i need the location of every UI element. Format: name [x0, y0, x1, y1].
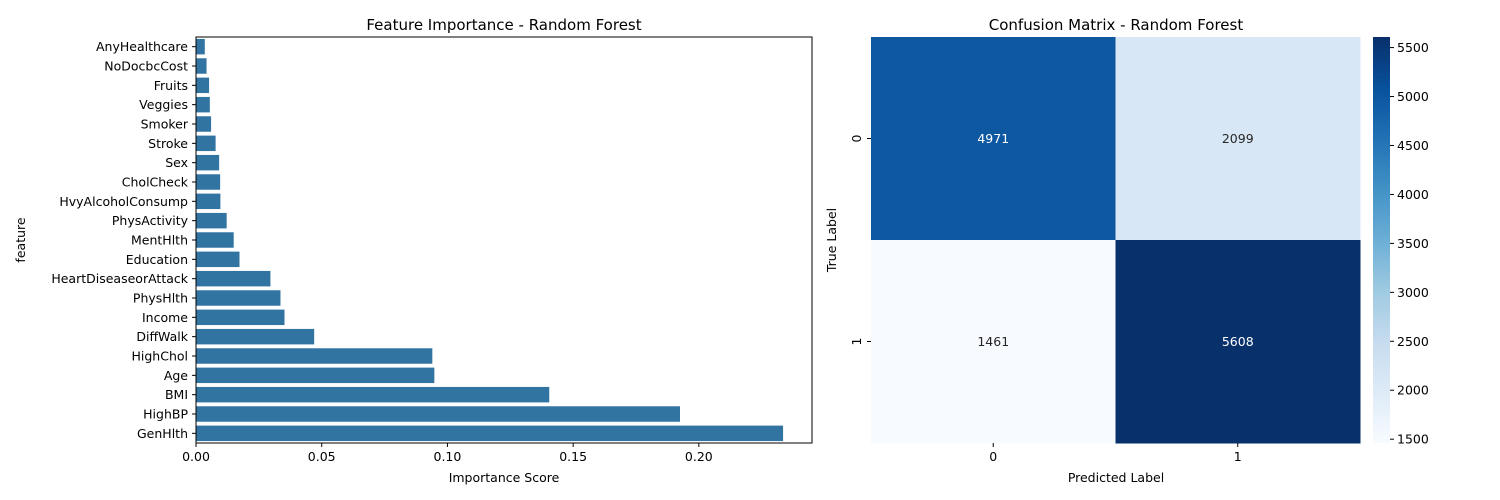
cell-value-label: 4971: [977, 131, 1009, 146]
bar-chart-ylabel: feature: [13, 217, 28, 262]
colorbar-tick-label: 1500: [1397, 432, 1429, 447]
bar-chart-xlabel: Importance Score: [449, 470, 560, 485]
x-tick-label: 0.20: [685, 449, 713, 464]
y-tick-label: 0: [849, 134, 864, 142]
colorbar-tick-label: 2000: [1397, 383, 1429, 398]
feature-importance-chart: Feature Importance - Random Forest AnyHe…: [13, 16, 813, 485]
feature-bar: [196, 328, 315, 345]
colorbar-tick-label: 3500: [1397, 236, 1429, 251]
y-tick-label: Smoker: [141, 117, 189, 132]
feature-bar: [196, 425, 784, 442]
y-tick-label: Stroke: [148, 136, 188, 151]
colorbar-tick-label: 4000: [1397, 187, 1429, 202]
heatmap-cell: [871, 37, 1116, 241]
feature-bar: [196, 135, 216, 152]
y-tick-label: Education: [126, 252, 188, 267]
feature-bar: [196, 212, 227, 229]
x-tick-label: 0.10: [434, 449, 462, 464]
heatmap-ylabel: True Label: [824, 208, 839, 273]
feature-bar: [196, 251, 240, 268]
y-tick-label: AnyHealthcare: [96, 39, 188, 54]
y-tick-label: CholCheck: [122, 175, 189, 190]
bar-chart-title: Feature Importance - Random Forest: [366, 16, 641, 34]
feature-bar: [196, 386, 550, 403]
x-tick-label: 0.15: [559, 449, 587, 464]
feature-bar: [196, 367, 435, 384]
heatmap-cells: 4971 2099 1461 5608 0 1 0 1: [849, 37, 1361, 464]
colorbar-tick-label: 5500: [1397, 40, 1429, 55]
feature-bar: [196, 232, 234, 248]
feature-bar: [196, 116, 212, 132]
heatmap-cell: [1115, 37, 1361, 241]
colorbar: [1373, 37, 1390, 443]
feature-bar: [196, 348, 433, 364]
feature-bar: [196, 270, 271, 287]
y-tick-label: Veggies: [139, 97, 188, 112]
x-tick-label: 0.05: [308, 449, 336, 464]
colorbar-tick-label: 3000: [1397, 285, 1429, 300]
y-tick-label: DiffWalk: [136, 329, 188, 344]
y-tick-label: HvyAlcoholConsump: [59, 194, 188, 209]
feature-bar: [196, 154, 220, 171]
x-tick-label: 1: [1234, 449, 1242, 464]
y-tick-label: HighChol: [131, 349, 188, 364]
x-tick-label: 0.00: [182, 449, 210, 464]
y-tick-label: PhysActivity: [112, 213, 189, 228]
heatmap-title: Confusion Matrix - Random Forest: [989, 16, 1244, 34]
y-tick-label: Income: [142, 310, 188, 325]
y-tick-label: GenHlth: [137, 426, 188, 441]
feature-bar: [196, 38, 205, 55]
y-tick-label: 1: [849, 338, 864, 346]
feature-bar: [196, 174, 221, 190]
y-tick-label: HighBP: [143, 407, 188, 422]
feature-bar: [196, 193, 221, 210]
colorbar-tick-label: 5000: [1397, 89, 1429, 104]
x-tick-label: 0: [989, 449, 997, 464]
y-tick-label: Age: [164, 368, 188, 383]
cell-value-label: 5608: [1222, 334, 1254, 349]
y-tick-label: Fruits: [154, 78, 188, 93]
feature-bar: [196, 96, 210, 113]
colorbar-ticks: 1500 2000 2500 3000 3500 4000 4500 5000 5500: [1390, 40, 1429, 447]
feature-bar: [196, 309, 285, 326]
y-tick-label: BMI: [165, 387, 188, 402]
feature-bar: [196, 290, 281, 306]
heatmap-xlabel: Predicted Label: [1068, 470, 1164, 485]
bar-plot-area: AnyHealthcare NoDocbcCost Fruits Veggies Smo…: [51, 38, 784, 464]
feature-bar: [196, 77, 210, 94]
y-tick-label: HeartDiseaseorAttack: [51, 271, 188, 286]
bar-plot-frame: [195, 36, 813, 444]
y-tick-label: MentHlth: [131, 233, 188, 248]
heatmap-cell: [1115, 240, 1361, 444]
cell-value-label: 1461: [977, 334, 1009, 349]
cell-value-label: 2099: [1222, 131, 1254, 146]
y-tick-label: PhysHlth: [133, 291, 188, 306]
heatmap-cell: [871, 240, 1116, 444]
confusion-matrix-chart: Confusion Matrix - Random Forest 4971 209…: [824, 16, 1429, 485]
y-tick-label: NoDocbcCost: [104, 59, 188, 74]
y-tick-label: Sex: [165, 155, 188, 170]
colorbar-tick-label: 4500: [1397, 138, 1429, 153]
feature-bar: [196, 58, 207, 74]
feature-bar: [196, 406, 680, 422]
colorbar-tick-label: 2500: [1397, 334, 1429, 349]
